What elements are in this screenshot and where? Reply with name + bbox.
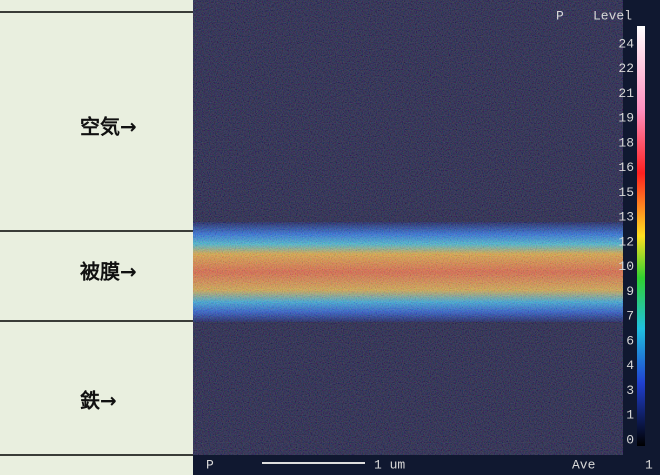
level-label: 13 — [618, 210, 634, 225]
level-title: Level — [593, 8, 632, 23]
level-label: 4 — [626, 358, 634, 373]
level-label: 22 — [618, 61, 634, 76]
footer-element: P — [206, 457, 214, 472]
level-label: 1 — [626, 408, 634, 423]
noise — [193, 0, 623, 455]
level-label: 15 — [618, 185, 634, 200]
level-label: 0 — [626, 432, 634, 447]
level-label: 16 — [618, 160, 634, 175]
layer-label: 鉄→ — [80, 389, 117, 413]
level-label: 3 — [626, 383, 634, 398]
level-label: 21 — [618, 86, 634, 101]
level-label: 7 — [626, 309, 634, 324]
level-label: 10 — [618, 259, 634, 274]
scale-label: 1 um — [374, 457, 405, 472]
level-label: 19 — [618, 111, 634, 126]
mode: Ave — [572, 457, 595, 472]
level-label: 24 — [618, 36, 634, 51]
level-label: 6 — [626, 333, 634, 348]
level-label: 12 — [618, 234, 634, 249]
page: 空気→ 被膜→ 鉄→ P Level P 1 um Ave 1 24222119… — [0, 0, 660, 475]
color-bar — [637, 26, 645, 446]
level-label: 9 — [626, 284, 634, 299]
level-label: 18 — [618, 135, 634, 150]
count: 1 — [645, 457, 653, 472]
element: P — [556, 8, 564, 23]
layer-label: 空気→ — [80, 115, 137, 139]
map-image — [193, 0, 660, 475]
layer-label: 被膜→ — [80, 260, 137, 284]
